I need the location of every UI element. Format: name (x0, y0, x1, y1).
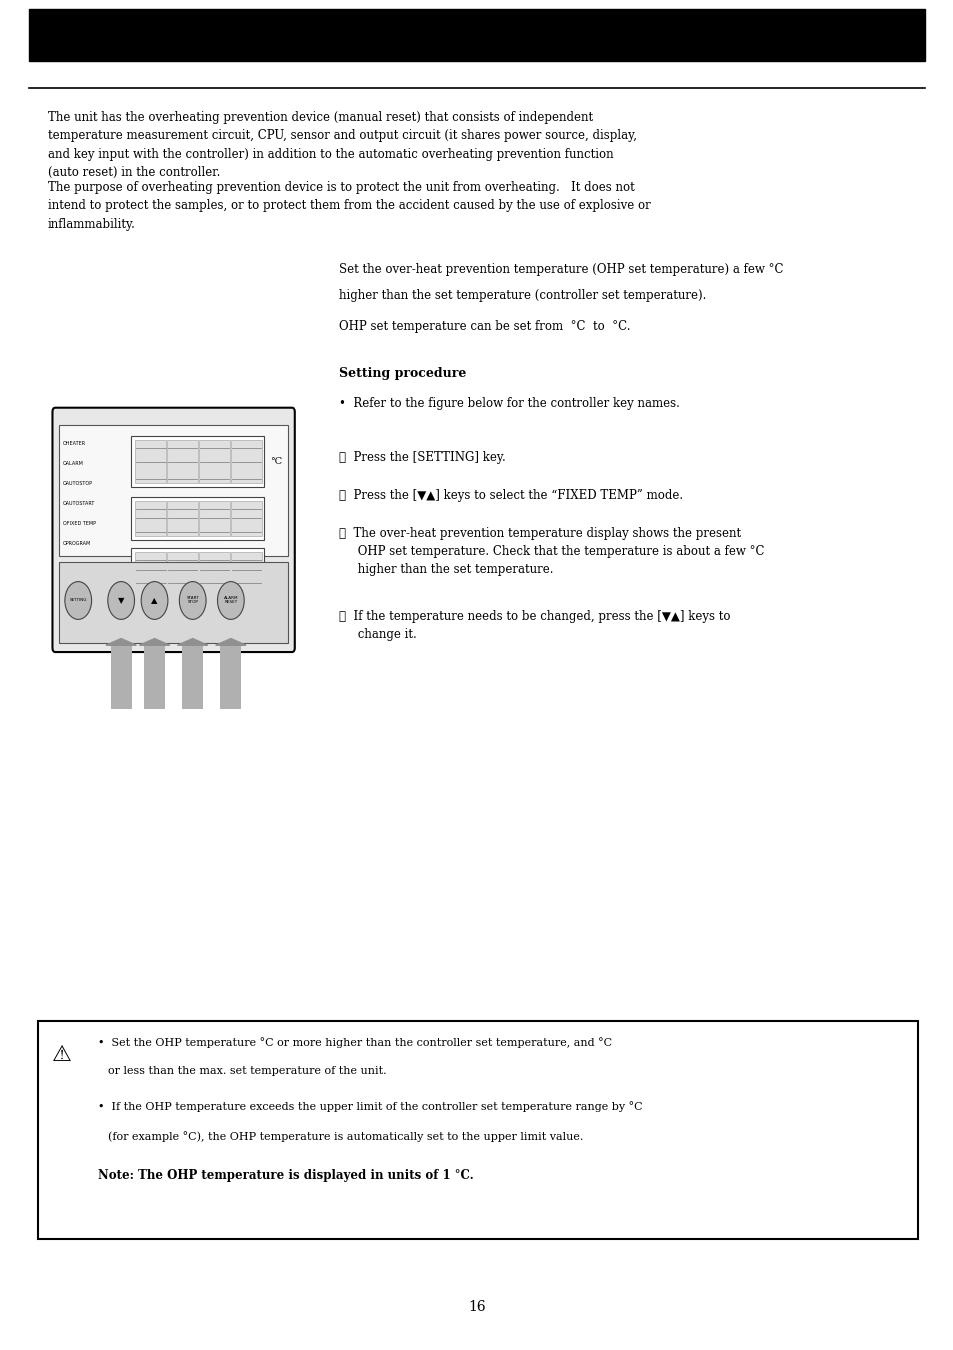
Bar (182, 645, 203, 709)
Bar (144, 645, 165, 709)
Text: ②  Press the [▼▲] keys to select the “FIXED TEMP” mode.: ② Press the [▼▲] keys to select the “FIX… (338, 489, 682, 502)
Text: (for example °C), the OHP temperature is automatically set to the upper limit va: (for example °C), the OHP temperature is… (108, 1131, 582, 1142)
Text: •  If the OHP temperature exceeds the upper limit of the controller set temperat: • If the OHP temperature exceeds the upp… (98, 1102, 642, 1112)
Bar (199, 501, 230, 536)
Text: ③  The over-heat prevention temperature display shows the present
     OHP set t: ③ The over-heat prevention temperature d… (338, 526, 763, 575)
Bar (135, 440, 166, 483)
Bar (38, 1021, 917, 1239)
Circle shape (217, 582, 244, 620)
Bar (111, 645, 132, 709)
Text: 16: 16 (468, 1300, 485, 1314)
Text: The unit has the overheating prevention device (manual reset) that consists of i: The unit has the overheating prevention … (48, 111, 636, 180)
Circle shape (141, 582, 168, 620)
Text: OALARM: OALARM (63, 460, 84, 466)
Text: ▲: ▲ (152, 595, 157, 605)
Polygon shape (139, 639, 170, 645)
Text: ①  Press the [SETTING] key.: ① Press the [SETTING] key. (338, 451, 505, 464)
Bar (131, 497, 264, 540)
Bar (59, 425, 288, 556)
Text: ▼: ▼ (118, 595, 124, 605)
Text: Set the over-heat prevention temperature (OHP set temperature) a few °C: Set the over-heat prevention temperature… (338, 263, 782, 277)
Bar (135, 552, 166, 587)
Text: ⚠: ⚠ (52, 1045, 71, 1065)
Circle shape (179, 582, 206, 620)
Polygon shape (177, 639, 208, 645)
Bar (220, 645, 241, 709)
Text: The purpose of overheating prevention device is to protect the unit from overhea: The purpose of overheating prevention de… (48, 181, 650, 231)
Circle shape (65, 582, 91, 620)
Text: higher than the set temperature (controller set temperature).: higher than the set temperature (control… (338, 289, 705, 302)
Bar (231, 552, 262, 587)
Text: or less than the max. set temperature of the unit.: or less than the max. set temperature of… (108, 1066, 386, 1076)
Bar (199, 552, 230, 587)
Bar (167, 501, 198, 536)
Text: START
STOP: START STOP (186, 597, 199, 605)
Bar (231, 501, 262, 536)
Text: SETTING: SETTING (70, 598, 87, 602)
Bar (231, 440, 262, 483)
Text: OAUTOSTART: OAUTOSTART (63, 501, 95, 506)
Bar (59, 562, 288, 643)
Text: OFIXED TEMP: OFIXED TEMP (63, 521, 96, 526)
Text: Setting procedure: Setting procedure (338, 367, 466, 381)
Bar (135, 501, 166, 536)
Bar (131, 548, 264, 591)
Bar (167, 440, 198, 483)
Bar (167, 552, 198, 587)
Text: °C: °C (270, 458, 282, 466)
Text: •  Refer to the figure below for the controller key names.: • Refer to the figure below for the cont… (338, 397, 679, 410)
Text: Note: The OHP temperature is displayed in units of 1 °C.: Note: The OHP temperature is displayed i… (98, 1169, 474, 1183)
Bar (29, 9, 924, 61)
Text: OPROGRAM: OPROGRAM (63, 541, 91, 545)
Text: OAUTOSTOP: OAUTOSTOP (63, 481, 92, 486)
Polygon shape (215, 639, 246, 645)
Text: •  Set the OHP temperature °C or more higher than the controller set temperature: • Set the OHP temperature °C or more hig… (98, 1037, 612, 1048)
Text: ALARM
RESET: ALARM RESET (223, 597, 238, 605)
FancyBboxPatch shape (52, 408, 294, 652)
Text: Setting of overheating prevention device: Setting of overheating prevention device (303, 28, 650, 43)
Bar (131, 436, 264, 487)
Polygon shape (106, 639, 136, 645)
Text: OHP set temperature can be set from  °C  to  °C.: OHP set temperature can be set from °C t… (338, 320, 630, 333)
Bar (199, 440, 230, 483)
Text: ④  If the temperature needs to be changed, press the [▼▲] keys to
     change it: ④ If the temperature needs to be changed… (338, 610, 729, 641)
Circle shape (108, 582, 134, 620)
Text: OHEATER: OHEATER (63, 441, 86, 446)
